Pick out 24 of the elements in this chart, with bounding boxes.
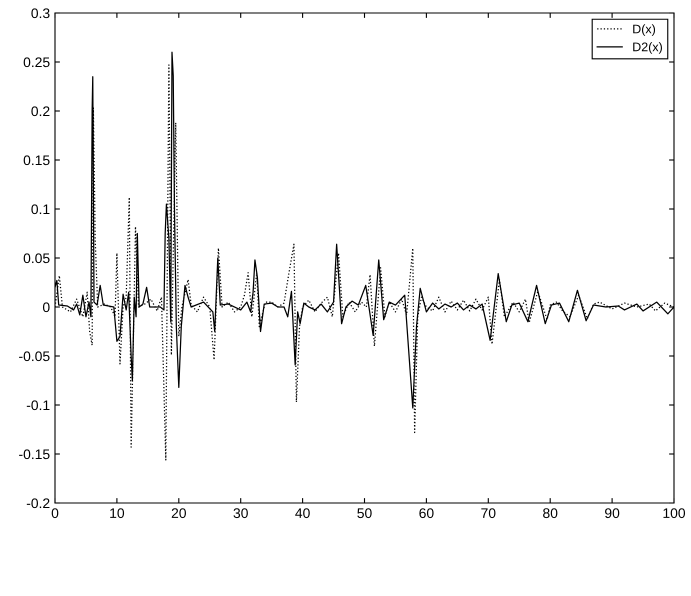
x-tick-label: 80 xyxy=(543,508,558,518)
y-tick-label: 0.05 xyxy=(24,253,50,264)
x-tick-label: 0 xyxy=(52,508,58,518)
y-tick-label: -0.15 xyxy=(19,449,50,460)
x-tick-label: 60 xyxy=(419,508,434,518)
y-tick-label: 0 xyxy=(42,302,50,312)
x-tick-label: 90 xyxy=(605,508,620,518)
x-tick-label: 70 xyxy=(481,508,496,518)
y-tick-label: -0.05 xyxy=(19,351,50,362)
x-tick-label: 40 xyxy=(295,508,310,518)
y-tick-label: 0.3 xyxy=(31,8,50,18)
y-tick-label: 0.2 xyxy=(31,106,50,116)
legend-label: D(x) xyxy=(633,24,656,36)
legend-label: D2(x) xyxy=(633,42,662,54)
y-tick-label: -0.1 xyxy=(26,400,50,410)
x-tick-label: 50 xyxy=(357,508,372,518)
y-tick-label: 0.1 xyxy=(31,204,50,214)
x-tick-label: 20 xyxy=(172,508,186,518)
x-tick-label: 30 xyxy=(234,508,248,518)
x-tick-label: 100 xyxy=(663,508,686,518)
y-tick-label: 0.25 xyxy=(24,57,50,68)
y-tick-label: 0.15 xyxy=(24,155,50,166)
y-tick-label: -0.2 xyxy=(26,498,50,508)
x-tick-label: 10 xyxy=(110,508,124,518)
